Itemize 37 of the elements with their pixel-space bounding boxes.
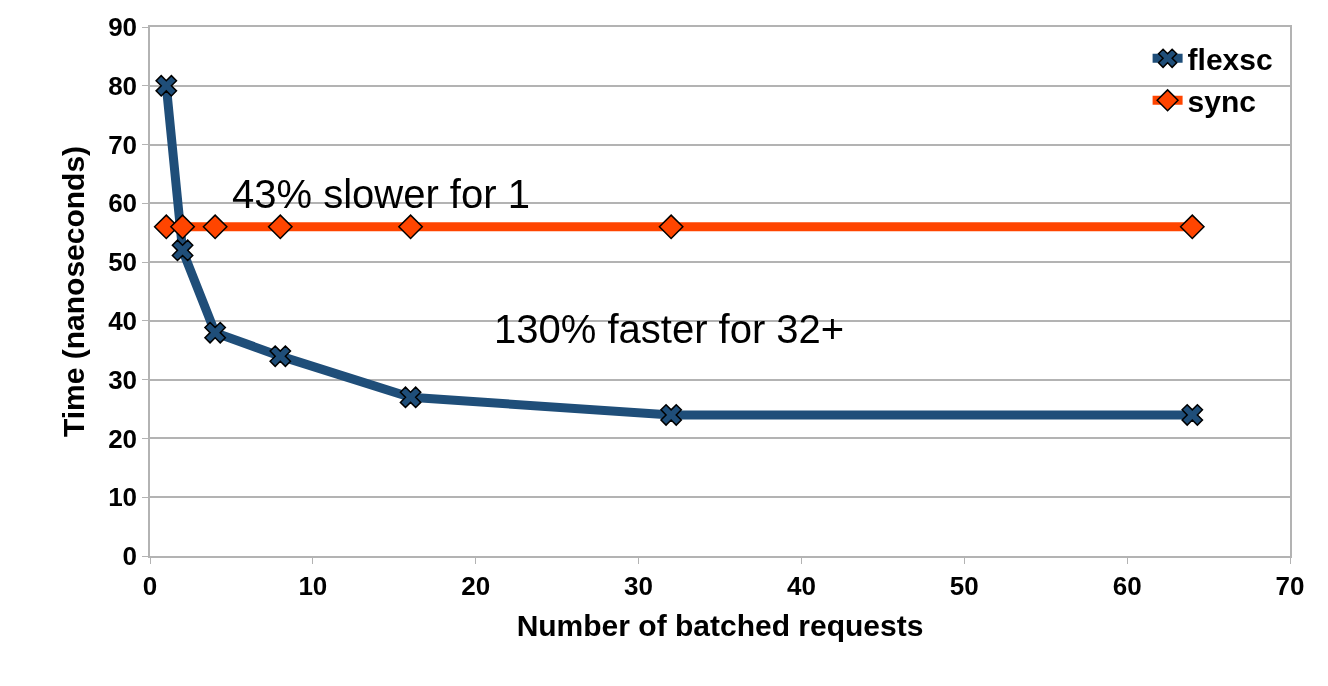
- y-axis-title: Time (nanoseconds): [56, 145, 90, 438]
- point: [399, 386, 422, 409]
- point: [398, 214, 424, 240]
- point: [204, 321, 227, 344]
- y-tick-label: 60: [108, 188, 138, 219]
- point: [170, 214, 196, 240]
- y-tick-label: 70: [108, 129, 138, 160]
- x-axis-title: Number of batched requests: [516, 608, 924, 642]
- x-tick-label: 10: [298, 570, 328, 601]
- legend-label: sync: [1187, 84, 1256, 118]
- annotation: 130% faster for 32+: [494, 307, 845, 351]
- point: [171, 239, 194, 262]
- y-tick-label: 50: [108, 247, 138, 278]
- y-tick-label: 80: [108, 70, 138, 101]
- legend-label: flexsc: [1187, 42, 1273, 76]
- point: [1181, 404, 1204, 426]
- y-tick-label: 10: [108, 482, 138, 513]
- y-tick-label: 20: [108, 423, 138, 454]
- point: [269, 345, 292, 368]
- point: [660, 404, 683, 426]
- y-tick-label: 40: [108, 305, 138, 336]
- x-tick-label: 60: [1112, 570, 1142, 601]
- x-tick-label: 70: [1275, 570, 1305, 601]
- point: [155, 74, 178, 97]
- y-tick-label: 0: [122, 541, 138, 572]
- point: [267, 214, 293, 240]
- x-tick-label: 30: [624, 570, 654, 601]
- y-tick-label: 30: [108, 364, 138, 395]
- point: [1179, 214, 1205, 240]
- x-tick-label: 20: [461, 570, 491, 601]
- y-tick-label: 90: [108, 12, 138, 43]
- point: [202, 214, 228, 240]
- x-tick-label: 40: [786, 570, 816, 601]
- point: [658, 214, 684, 240]
- x-tick-label: 0: [142, 570, 158, 601]
- annotation: 43% slower for 1: [232, 172, 530, 216]
- x-tick-label: 50: [949, 570, 979, 601]
